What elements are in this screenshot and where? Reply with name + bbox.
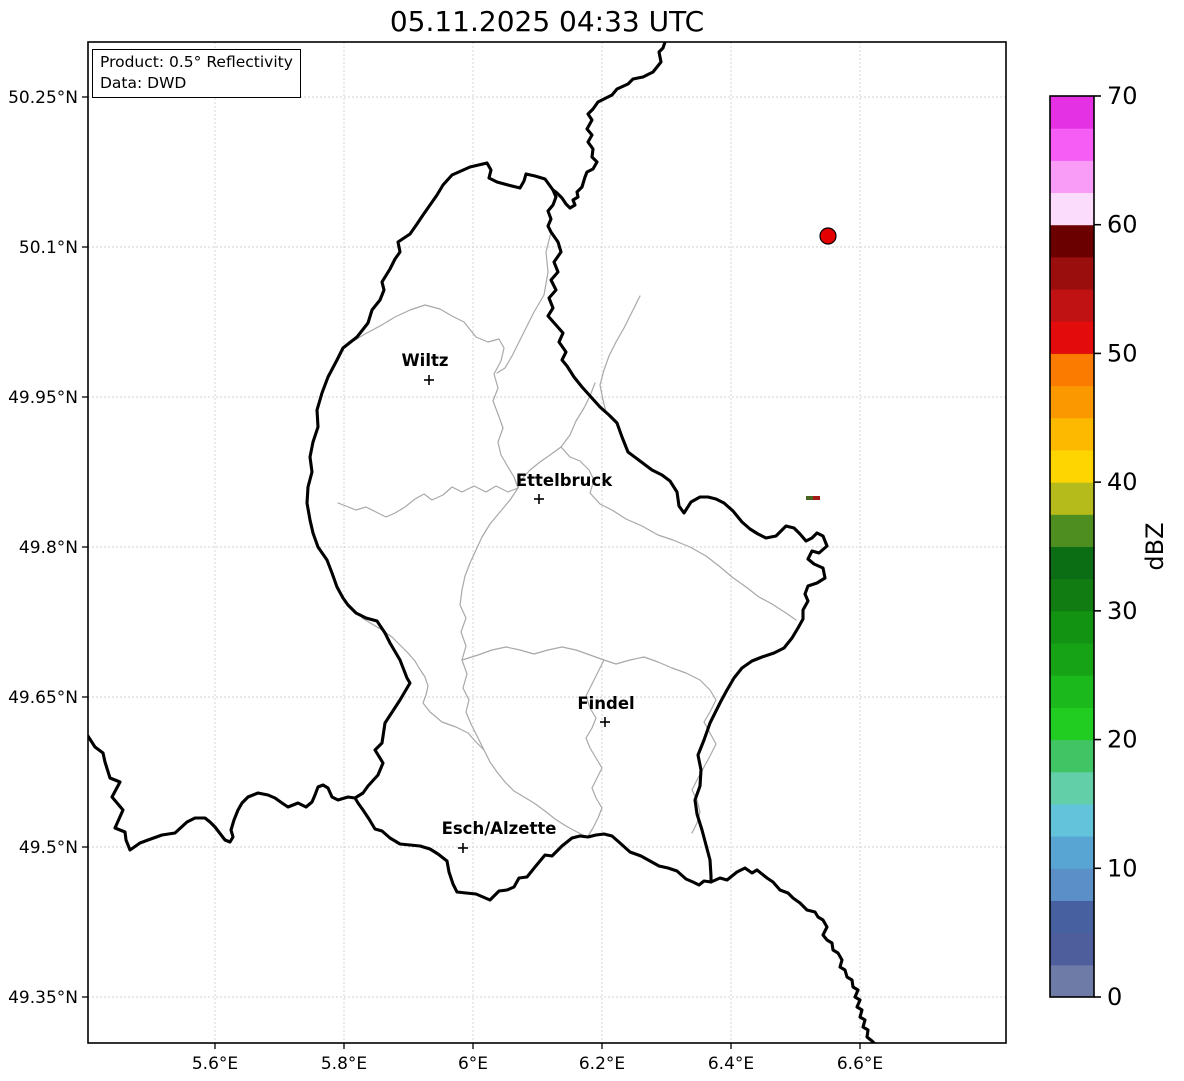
country-border xyxy=(88,733,357,852)
y-axis-tick-label: 50.1°N xyxy=(19,238,78,258)
colorbar-segment xyxy=(1050,836,1094,869)
x-axis-tick-label: 6.6°E xyxy=(837,1054,883,1074)
colorbar-tick-label: 50 xyxy=(1107,339,1138,367)
district-boundary xyxy=(599,295,641,413)
colorbar-segment xyxy=(1050,803,1094,837)
colorbar-unit-label: dBZ xyxy=(1141,522,1169,570)
district-boundary xyxy=(349,304,519,489)
colorbar-segment xyxy=(1050,128,1094,161)
colorbar-segment xyxy=(1050,449,1094,483)
y-axis-tick-label: 49.8°N xyxy=(19,538,78,558)
product-info-line2: Data: DWD xyxy=(100,74,187,92)
colorbar-tick-label: 0 xyxy=(1107,983,1122,1011)
colorbar-segment xyxy=(1050,353,1094,387)
colorbar-frame xyxy=(1049,95,1095,998)
colorbar-segment xyxy=(1050,321,1094,354)
colorbar-tick-label: 60 xyxy=(1107,211,1138,239)
colorbar-segment xyxy=(1050,256,1094,290)
city-label: Esch/Alzette xyxy=(442,819,557,838)
figure-title: 05.11.2025 04:33 UTC xyxy=(389,5,705,38)
colorbar-tick-label: 70 xyxy=(1107,82,1138,110)
colorbar-segment xyxy=(1050,482,1094,515)
colorbar-tick-label: 20 xyxy=(1107,726,1138,754)
x-axis-tick-label: 6.4°E xyxy=(708,1054,754,1074)
district-boundary xyxy=(337,485,519,518)
colorbar-segment xyxy=(1050,192,1094,226)
colorbar-segment xyxy=(1050,900,1094,934)
colorbar-tick-label: 40 xyxy=(1107,468,1138,496)
colorbar-segment xyxy=(1050,96,1094,129)
country-border xyxy=(709,866,877,1043)
colorbar-tick-label: 10 xyxy=(1107,854,1138,882)
y-axis-tick-label: 50.25°N xyxy=(8,88,78,108)
colorbar-segment xyxy=(1050,224,1094,258)
colorbar-segment xyxy=(1050,289,1094,322)
country-border xyxy=(551,42,667,210)
radar-echo-dot xyxy=(819,227,837,245)
colorbar-segment xyxy=(1050,514,1094,547)
plot-frame xyxy=(87,41,1007,1044)
y-axis-tick-label: 49.5°N xyxy=(19,838,78,858)
district-boundary xyxy=(585,659,605,837)
x-axis-tick-label: 5.8°E xyxy=(321,1054,367,1074)
colorbar-segment xyxy=(1050,643,1094,676)
colorbar-segment xyxy=(1050,771,1094,805)
y-axis-tick-label: 49.95°N xyxy=(8,388,78,408)
colorbar-segment xyxy=(1050,932,1094,966)
city-label: Findel xyxy=(577,694,634,713)
colorbar-segment xyxy=(1050,707,1094,741)
plot-background xyxy=(88,42,1006,1043)
y-axis-tick-label: 49.35°N xyxy=(8,988,78,1008)
district-boundary xyxy=(361,617,485,751)
x-axis-tick-label: 5.6°E xyxy=(192,1054,238,1074)
colorbar-segment xyxy=(1050,385,1094,419)
colorbar-segment xyxy=(1050,868,1094,901)
colorbar-segment xyxy=(1050,739,1094,773)
colorbar-tick-label: 30 xyxy=(1107,597,1138,625)
colorbar-segment xyxy=(1050,546,1094,580)
colorbar-segment xyxy=(1050,417,1094,451)
district-boundary xyxy=(517,446,562,489)
city-label: Ettelbruck xyxy=(516,471,613,490)
city-label: Wiltz xyxy=(401,351,448,370)
x-axis-tick-label: 6.2°E xyxy=(579,1054,625,1074)
luxembourg-border xyxy=(305,161,829,902)
product-info-line1: Product: 0.5° Reflectivity xyxy=(100,53,293,71)
district-boundary xyxy=(496,231,552,374)
colorbar-segment xyxy=(1050,610,1094,644)
x-axis-tick-label: 6°E xyxy=(458,1054,488,1074)
district-boundary xyxy=(459,487,588,838)
colorbar-segment xyxy=(1050,964,1094,998)
y-axis-tick-label: 49.65°N xyxy=(8,688,78,708)
district-boundary xyxy=(461,646,717,834)
radar-echo-pixel xyxy=(806,496,813,500)
colorbar-segment xyxy=(1050,160,1094,194)
colorbar-segment xyxy=(1050,578,1094,612)
colorbar-segment xyxy=(1050,675,1094,708)
radar-echo-pixel xyxy=(813,496,820,500)
district-boundary xyxy=(560,382,797,621)
product-info-box: Product: 0.5° Reflectivity Data: DWD xyxy=(92,49,301,98)
